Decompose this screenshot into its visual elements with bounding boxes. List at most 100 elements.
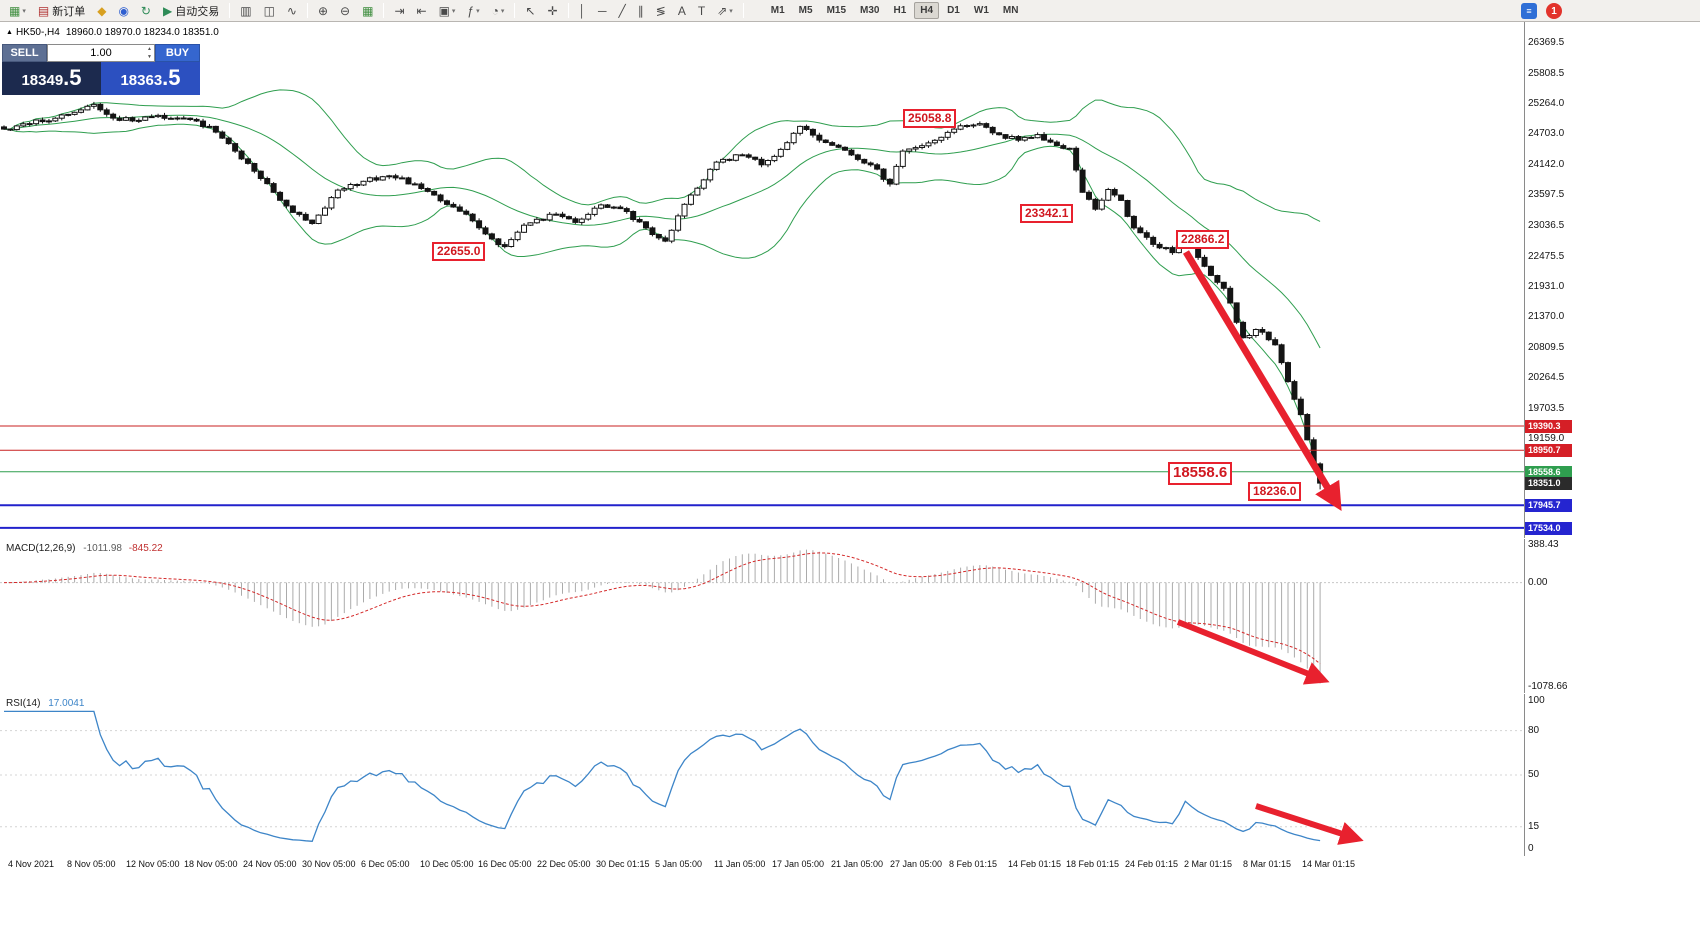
price-chart[interactable] — [0, 40, 1524, 540]
chart-ohlc-values: 18960.0 18970.0 18234.0 18351.0 — [65, 27, 219, 38]
buy-price-button[interactable]: 18363.5 — [101, 62, 200, 95]
toolbar-periods[interactable]: ◔ ▾ — [487, 2, 510, 20]
toolbar-new-chart[interactable]: ▦ ▾ — [4, 2, 31, 20]
time-axis-label: 27 Jan 05:00 — [890, 859, 943, 869]
buy-button[interactable]: BUY — [155, 44, 200, 62]
toolbar-chart-shift[interactable]: ⇤ — [412, 2, 432, 20]
price-annotation-22655.0[interactable]: 22655.0 — [432, 242, 486, 261]
rsi-panel-separator[interactable] — [0, 693, 1578, 694]
trade-panel-price-row: 18349.5 18363.5 — [2, 62, 200, 95]
timeframe-w1[interactable]: W1 — [973, 5, 989, 16]
horizontal-line-icon: ─ — [598, 3, 607, 18]
volume-spinner[interactable]: ▲ ▼ — [147, 46, 152, 61]
rsi-panel-chart[interactable] — [0, 695, 1524, 855]
text-icon: A — [677, 3, 686, 18]
toolbar-horizontal-line[interactable]: ─ — [593, 2, 612, 20]
price-annotation-23342.1[interactable]: 23342.1 — [1020, 204, 1074, 223]
toolbar-cursor[interactable]: ↖ — [520, 2, 540, 20]
sell-price-button[interactable]: 18349.5 — [2, 62, 101, 95]
toolbar-separator — [229, 3, 231, 18]
toolbar-arrows-tool[interactable]: ⇗ ▾ — [712, 2, 738, 20]
timeframe-mn[interactable]: MN — [1002, 5, 1019, 16]
vertical-line-icon: │ — [578, 3, 587, 18]
rsi-label: RSI(14) 17.0041 — [6, 698, 84, 709]
toolbar-zoom-in[interactable]: ⊕ — [313, 2, 333, 20]
auto-scroll-icon: ⇥ — [394, 3, 405, 18]
spinner-up-icon[interactable]: ▲ — [147, 46, 152, 52]
toolbar-market-watch[interactable]: ◉ — [113, 2, 133, 20]
toolbar-candlestick-mode[interactable]: ◫ — [259, 2, 280, 20]
toolbar-refresh[interactable]: ↻ — [136, 2, 156, 20]
price-annotation-25058.8[interactable]: 25058.8 — [903, 109, 957, 128]
periods-caret-icon: ▾ — [500, 7, 505, 15]
volume-input[interactable]: 1.00 ▲ ▼ — [47, 44, 155, 62]
price-annotation-18558.6[interactable]: 18558.6 — [1168, 462, 1233, 485]
price-annotation-22866.2[interactable]: 22866.2 — [1176, 230, 1230, 249]
notification-badge[interactable]: 1 — [1546, 3, 1562, 19]
zoom-out-icon: ⊖ — [340, 3, 351, 18]
price-axis-tick: 26369.5 — [1528, 37, 1565, 48]
sell-price-frac: .5 — [63, 65, 82, 90]
toolbar-auto-scroll[interactable]: ⇥ — [389, 2, 409, 20]
macd-label: MACD(12,26,9) -1011.98 -845.22 — [6, 543, 163, 554]
toolbar-fibonacci[interactable]: ≶ — [651, 2, 671, 20]
toolbar-text-label[interactable]: T — [693, 2, 710, 20]
price-annotation-18236.0[interactable]: 18236.0 — [1248, 482, 1302, 501]
timeframe-m5[interactable]: M5 — [798, 5, 813, 16]
trendline-icon: ╱ — [618, 3, 626, 18]
toolbar-bar-chart-mode[interactable]: ▥ — [235, 2, 256, 20]
toolbar-separator — [306, 3, 308, 18]
spinner-down-icon[interactable]: ▼ — [147, 53, 152, 60]
toolbar-tile-windows[interactable]: ▦ — [357, 2, 378, 20]
autotrading-label: 自动交易 — [175, 5, 220, 18]
time-axis-label: 12 Nov 05:00 — [126, 859, 180, 869]
timeframe-m15[interactable]: M15 — [826, 5, 847, 16]
toolbar-templates[interactable]: ▣ ▾ — [434, 2, 461, 20]
chat-glyph: ≡ — [1526, 6, 1532, 16]
timeframe-m30[interactable]: M30 — [860, 5, 880, 16]
rsi-axis-tick: 15 — [1528, 821, 1540, 832]
chat-icon[interactable]: ≡ — [1521, 3, 1537, 19]
timeframe-m1[interactable]: M1 — [770, 5, 785, 16]
toolbar-indicators[interactable]: ƒ ▾ — [462, 2, 484, 20]
toolbar-zoom-out[interactable]: ⊖ — [335, 2, 355, 20]
sell-button[interactable]: SELL — [2, 44, 47, 62]
one-click-trading-panel: SELL 1.00 ▲ ▼ BUY 18349.5 18363.5 — [2, 44, 200, 95]
price-axis-tick: 22475.5 — [1528, 251, 1565, 262]
market-watch-icon: ◉ — [118, 3, 129, 18]
timeframe-h4[interactable]: H4 — [914, 2, 940, 19]
macd-value-signal: -845.22 — [128, 543, 163, 554]
macd-value-main: -1011.98 — [83, 543, 122, 554]
timeframe-bar: M1 M5 M15 M30 H1 H4 D1 W1 MN — [764, 2, 1026, 19]
timeframe-h1[interactable]: H1 — [893, 5, 907, 16]
price-axis-tick: 25264.0 — [1528, 98, 1565, 109]
macd-label-text: MACD(12,26,9) — [6, 543, 76, 554]
toolbar-separator — [514, 3, 516, 18]
time-axis-label: 5 Jan 05:00 — [655, 859, 703, 869]
toolbar-line-chart-mode[interactable]: ∿ — [282, 2, 302, 20]
arrows-tool-icon: ⇗ — [717, 3, 728, 18]
toolbar-vertical-line[interactable]: │ — [574, 2, 592, 20]
periods-icon: ◔ — [491, 3, 499, 18]
toolbar-metaeditor[interactable]: ◆ — [92, 2, 111, 20]
macd-panel-separator[interactable] — [0, 538, 1578, 539]
time-axis-border — [0, 856, 1578, 857]
toolbar-trendline[interactable]: ╱ — [614, 2, 631, 20]
zoom-in-icon: ⊕ — [317, 3, 329, 18]
price-axis-tick: 23597.5 — [1528, 189, 1565, 200]
toolbar-separator — [383, 3, 385, 18]
buy-price-main: 18363 — [120, 72, 163, 89]
price-tag-17534.0: 17534.0 — [1525, 522, 1572, 536]
toolbar-crosshair[interactable]: ✛ — [542, 2, 562, 20]
timeframe-d1[interactable]: D1 — [947, 5, 960, 16]
chart-title: ▲ HK50-,H4 18960.0 18970.0 18234.0 18351.0 — [6, 27, 219, 38]
toolbar-equidistant-channel[interactable]: ∥ — [633, 2, 649, 20]
toolbar-new-order[interactable]: ▤ 新订单 — [33, 2, 90, 20]
time-axis-label: 2 Mar 01:15 — [1184, 859, 1233, 869]
toolbar-autotrading[interactable]: ▶ 自动交易 — [158, 2, 224, 20]
macd-panel-chart[interactable] — [0, 540, 1524, 692]
price-axis-tick: 19159.0 — [1528, 433, 1565, 444]
toolbar-text[interactable]: A — [673, 2, 691, 20]
time-axis-label: 14 Feb 01:15 — [1008, 859, 1062, 869]
